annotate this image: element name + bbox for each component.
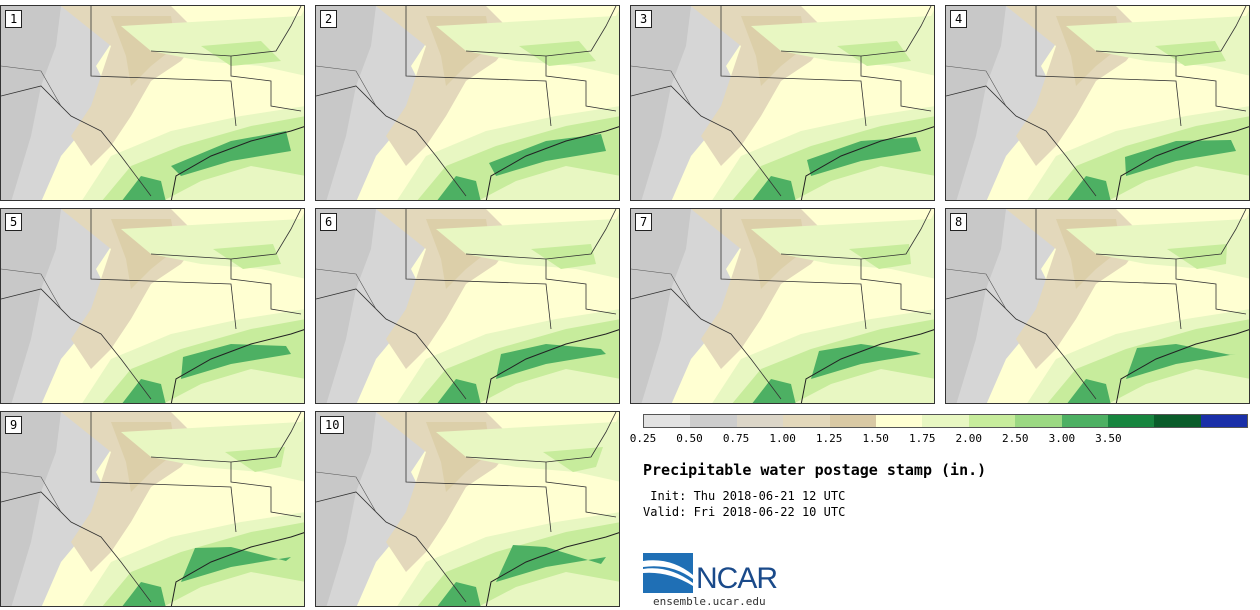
precipitable-water-map xyxy=(1,209,304,403)
postage-stamp-panel: 7 xyxy=(630,208,935,404)
precipitable-water-map xyxy=(316,412,619,606)
colorbar-segment xyxy=(1015,415,1062,427)
init-time: Init: Thu 2018-06-21 12 UTC xyxy=(643,489,846,503)
colorbar-segment xyxy=(922,415,969,427)
colorbar-segment xyxy=(1061,415,1108,427)
postage-stamp-panel: 4 xyxy=(945,5,1250,201)
colorbar-tick-label: 1.75 xyxy=(908,432,936,445)
precipitable-water-map xyxy=(1,412,304,606)
precipitable-water-map xyxy=(631,209,934,403)
panel-number-label: 8 xyxy=(950,213,968,231)
precipitable-water-map xyxy=(946,209,1249,403)
postage-stamp-panel: 3 xyxy=(630,5,935,201)
panel-number-label: 1 xyxy=(5,10,23,28)
colorbar-tick-label: 1.25 xyxy=(815,432,843,445)
postage-stamp-panel: 1 xyxy=(0,5,305,201)
panel-number-label: 2 xyxy=(320,10,338,28)
postage-stamp-panel: 6 xyxy=(315,208,620,404)
postage-stamp-panel: 10 xyxy=(315,411,620,607)
colorbar-tick-label: 1.00 xyxy=(769,432,796,445)
colorbar-segment xyxy=(829,415,876,427)
colorbar-tick-label: 2.50 xyxy=(1002,432,1029,445)
colorbar-ticks: 0.25 0.50 0.75 1.00 1.25 1.50 1.75 2.00 2.50 3.00… xyxy=(630,432,1248,446)
panel-number-label: 9 xyxy=(5,416,23,434)
panel-number-label: 3 xyxy=(635,10,653,28)
colorbar-segment xyxy=(783,415,830,427)
colorbar-tick-label: 0.50 xyxy=(676,432,703,445)
ncar-logo-text: NCAR xyxy=(696,562,778,595)
postage-stamp-panel: 8 xyxy=(945,208,1250,404)
colorbar-tick-label: 3.50 xyxy=(1095,432,1122,445)
panel-number-label: 10 xyxy=(320,416,345,434)
colorbar-tick-label: 3.00 xyxy=(1048,432,1076,445)
colorbar-segment xyxy=(1107,415,1155,427)
colorbar-tick-label: 0.75 xyxy=(722,432,750,445)
panel-number-label: 5 xyxy=(5,213,23,231)
precipitable-water-map xyxy=(1,6,304,200)
postage-stamp-panel: 9 xyxy=(0,411,305,607)
colorbar-segment xyxy=(644,415,691,427)
colorbar-tick-label: 1.50 xyxy=(862,432,889,445)
colorbar-segment xyxy=(875,415,923,427)
colorbar-segment xyxy=(1154,415,1201,427)
colorbar-segment xyxy=(736,415,784,427)
panel-number-label: 7 xyxy=(635,213,653,231)
precipitable-water-map xyxy=(316,6,619,200)
colorbar-segment xyxy=(1200,415,1248,427)
precipitable-water-map xyxy=(631,6,934,200)
ncar-logo-icon xyxy=(643,553,693,593)
colorbar-segment xyxy=(690,415,737,427)
postage-stamp-panel: 2 xyxy=(315,5,620,201)
panel-number-label: 4 xyxy=(950,10,968,28)
colorbar xyxy=(643,414,1248,428)
logo-url: ensemble.ucar.edu xyxy=(653,595,766,608)
postage-stamp-panel: 5 xyxy=(0,208,305,404)
panel-number-label: 6 xyxy=(320,213,338,231)
colorbar-segment xyxy=(968,415,1016,427)
precipitable-water-map xyxy=(316,209,619,403)
colorbar-tick-label: 2.00 xyxy=(955,432,983,445)
legend-title: Precipitable water postage stamp (in.) xyxy=(643,461,987,479)
valid-time: Valid: Fri 2018-06-22 10 UTC xyxy=(643,505,846,519)
precipitable-water-map xyxy=(946,6,1249,200)
colorbar-tick-label: 0.25 xyxy=(629,432,657,445)
